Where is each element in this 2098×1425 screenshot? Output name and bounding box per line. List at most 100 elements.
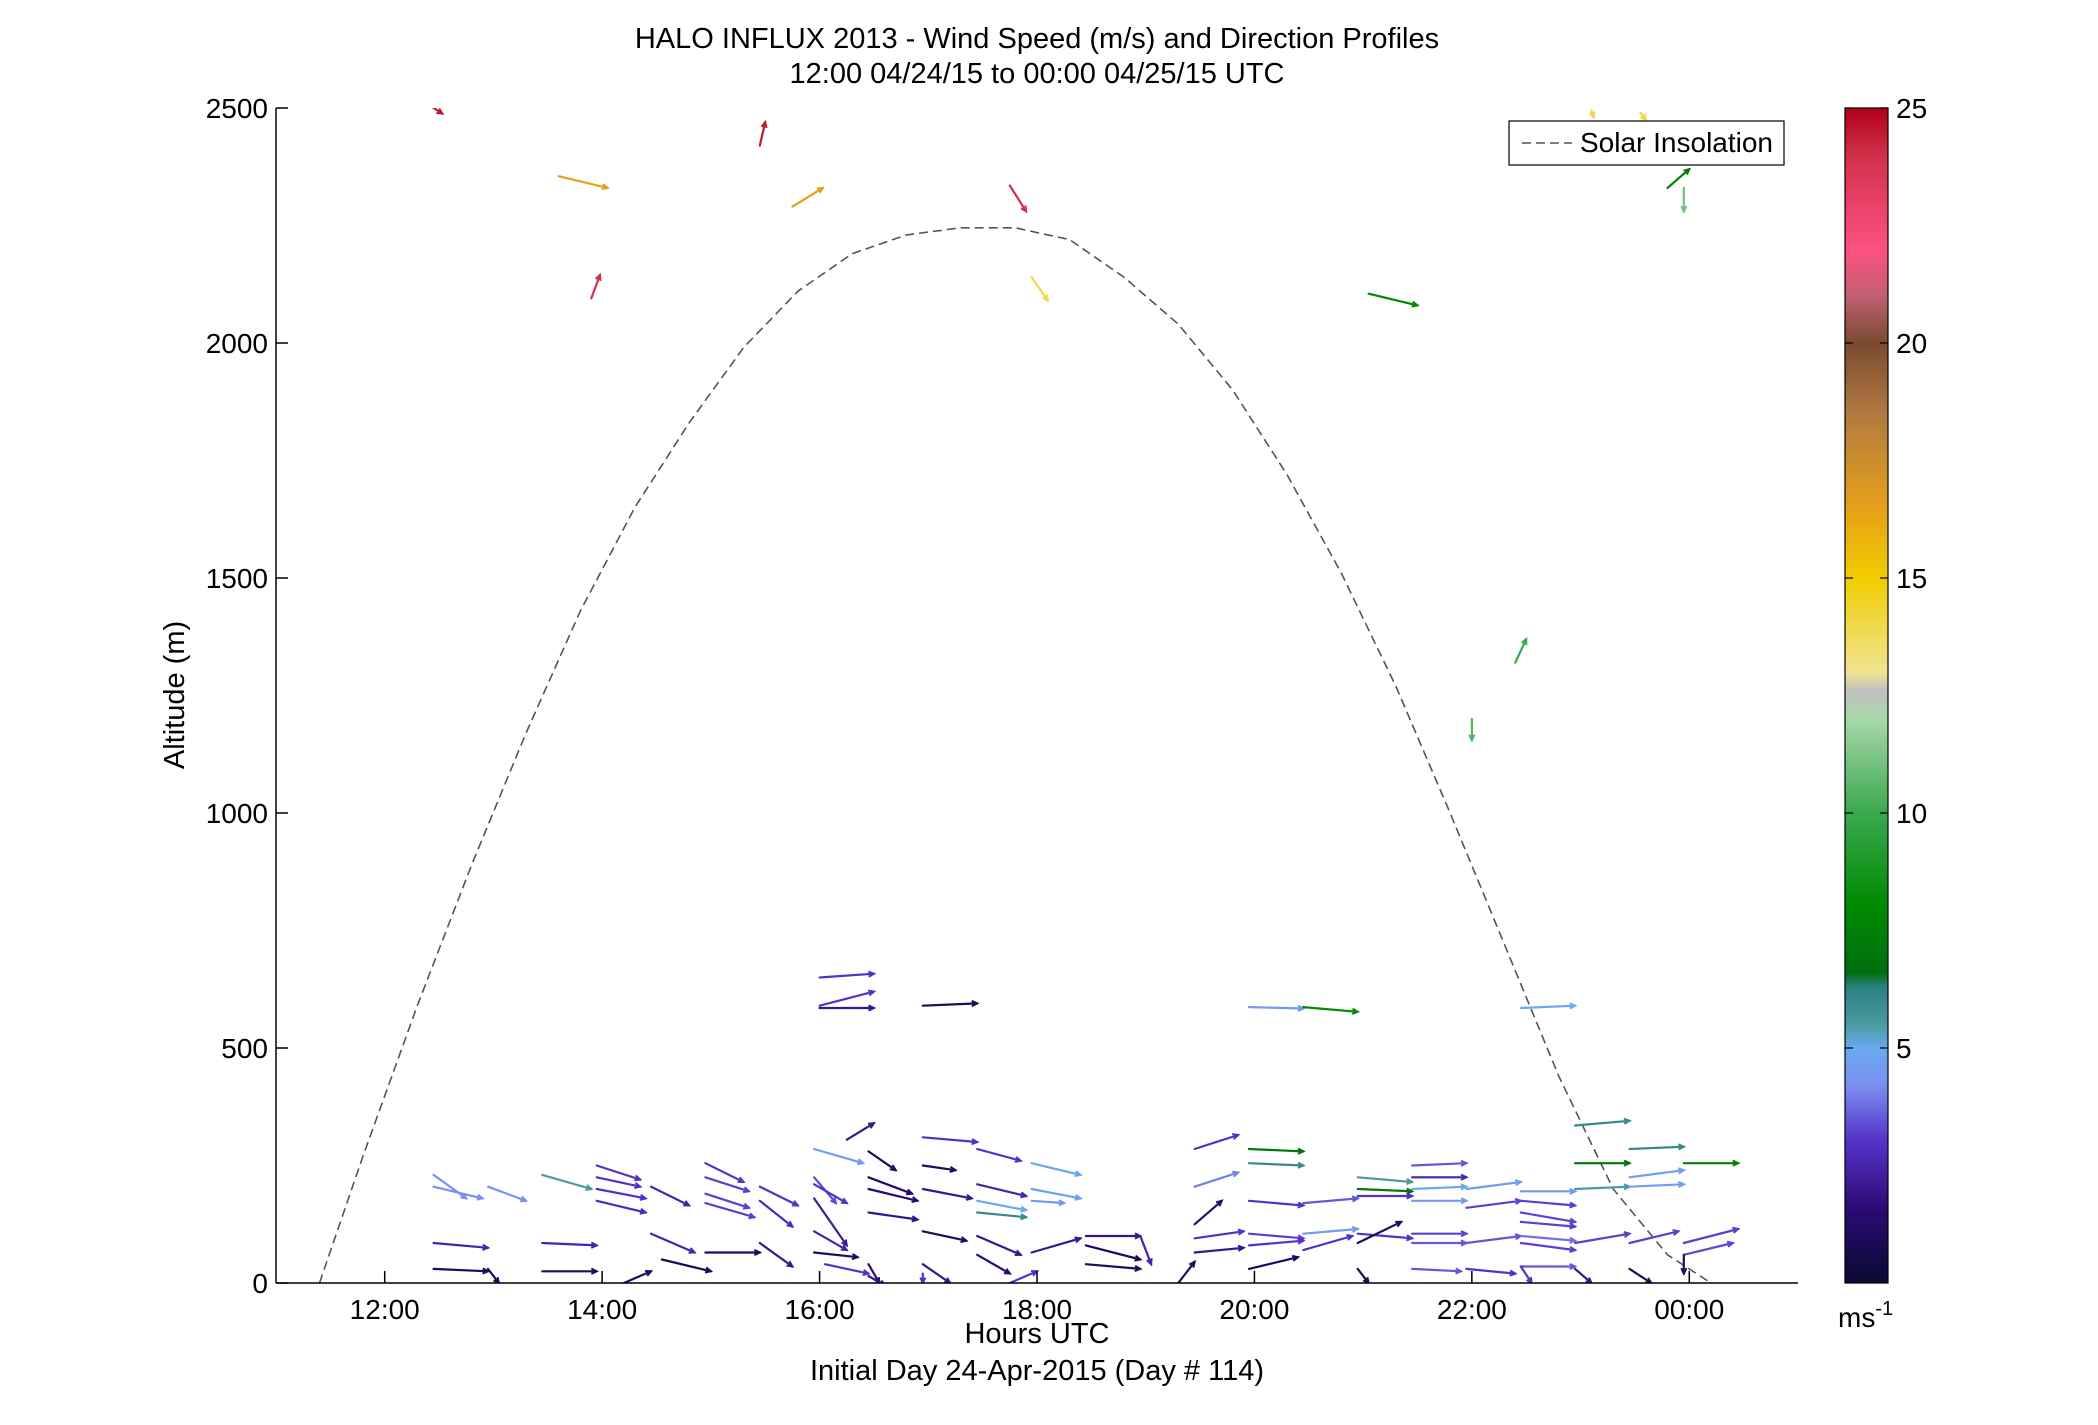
wind-arrow bbox=[1084, 1263, 1143, 1272]
colorbar-tick-label: 25 bbox=[1896, 93, 1927, 124]
wind-arrow bbox=[595, 1164, 643, 1182]
wind-arrow bbox=[541, 1267, 600, 1275]
wind-arrow bbox=[1639, 111, 1648, 122]
wind-arrow bbox=[622, 1269, 654, 1283]
wind-arrow bbox=[1666, 167, 1692, 189]
wind-arrow bbox=[812, 1251, 860, 1261]
wind-arrow bbox=[1247, 1161, 1306, 1169]
wind-arrow bbox=[432, 1185, 485, 1201]
wind-arrow bbox=[791, 186, 825, 208]
x-tick-label: 22:00 bbox=[1437, 1294, 1507, 1325]
wind-arrow bbox=[758, 1241, 795, 1268]
wind-arrow bbox=[1410, 1173, 1469, 1181]
wind-arrow bbox=[976, 1234, 1023, 1257]
y-tick-label: 0 bbox=[252, 1268, 268, 1299]
wind-arrow bbox=[649, 1185, 692, 1207]
wind-arrow bbox=[867, 1150, 898, 1172]
wind-arrow bbox=[919, 1272, 927, 1283]
y-tick-label: 1000 bbox=[206, 798, 268, 829]
legend-label-solar: Solar Insolation bbox=[1580, 127, 1773, 158]
wind-arrow bbox=[845, 1122, 876, 1141]
wind-arrow bbox=[704, 1201, 757, 1220]
colorbar-frame bbox=[1844, 107, 1889, 1284]
wind-arrow bbox=[486, 1267, 500, 1283]
wind-arrow bbox=[1367, 292, 1420, 308]
wind-arrow bbox=[1247, 1147, 1306, 1155]
wind-arrows bbox=[432, 108, 1741, 1283]
wind-arrow bbox=[1410, 1159, 1469, 1167]
y-tick-label: 500 bbox=[221, 1033, 268, 1064]
wind-arrow bbox=[1588, 109, 1596, 120]
wind-arrow bbox=[976, 1147, 1023, 1163]
wind-arrow bbox=[704, 1192, 752, 1210]
wind-arrow bbox=[1030, 1236, 1083, 1254]
wind-arrow bbox=[486, 1185, 529, 1203]
wind-arrow bbox=[1030, 1187, 1083, 1201]
wind-arrow bbox=[1519, 1265, 1533, 1283]
wind-arrow bbox=[1680, 186, 1688, 214]
wind-arrow bbox=[867, 1211, 920, 1223]
wind-arrow bbox=[1302, 1005, 1360, 1015]
wind-arrow bbox=[1356, 1232, 1415, 1242]
plot-area bbox=[276, 108, 1798, 1283]
wind-arrow bbox=[1356, 1176, 1415, 1186]
wind-arrow bbox=[921, 1230, 969, 1244]
wind-arrow bbox=[976, 1183, 1029, 1199]
x-axis-secondary-label: Initial Day 24-Apr-2015 (Day # 114) bbox=[810, 1355, 1264, 1387]
chart-title: HALO INFLUX 2013 - Wind Speed (m/s) and … bbox=[635, 23, 1439, 55]
wind-arrow bbox=[921, 1164, 958, 1173]
colorbar-tick-label: 15 bbox=[1896, 563, 1927, 594]
x-axis-label: Hours UTC bbox=[964, 1318, 1109, 1350]
wind-arrow bbox=[921, 1000, 980, 1008]
wind-arrow bbox=[1410, 1197, 1469, 1205]
wind-arrow bbox=[812, 1183, 849, 1205]
wind-arrow bbox=[590, 272, 602, 300]
wind-arrow bbox=[557, 175, 610, 191]
x-axis-ticks: 12:00 14:00 16:00 18:00 20:00 22:00 00:00 bbox=[350, 1271, 1724, 1325]
wind-arrow bbox=[1573, 1231, 1632, 1245]
wind-arrow bbox=[921, 1187, 975, 1201]
wind-arrow bbox=[1177, 1260, 1197, 1283]
wind-arrow bbox=[758, 1185, 800, 1207]
colorbar-unit-label: ms-1 bbox=[1838, 1298, 1893, 1333]
wind-arrow bbox=[1680, 1253, 1688, 1276]
wind-arrow bbox=[1356, 1267, 1370, 1283]
colorbar-tick-label: 20 bbox=[1896, 328, 1927, 359]
wind-arrow bbox=[1193, 1228, 1246, 1240]
wind-arrow bbox=[1519, 1199, 1578, 1209]
wind-arrow bbox=[1247, 1254, 1301, 1271]
wind-arrow bbox=[1628, 1167, 1687, 1179]
wind-arrow bbox=[1084, 1244, 1143, 1262]
wind-arrow bbox=[1356, 1187, 1415, 1195]
y-axis-label: Altitude (m) bbox=[159, 621, 191, 769]
wind-arrow bbox=[1193, 1133, 1241, 1151]
wind-arrow bbox=[1356, 1220, 1404, 1245]
wind-arrow bbox=[1682, 1159, 1741, 1167]
wind-arrow bbox=[1519, 1187, 1578, 1195]
colorbar-unit-sup: -1 bbox=[1875, 1298, 1893, 1320]
wind-arrow bbox=[1519, 1263, 1578, 1271]
wind-arrow bbox=[1193, 1199, 1224, 1226]
wind-arrow bbox=[1628, 1143, 1687, 1151]
wind-arrow bbox=[812, 1197, 849, 1248]
wind-arrow bbox=[595, 1199, 648, 1215]
wind-arrow bbox=[595, 1176, 643, 1190]
wind-arrow bbox=[1193, 1170, 1241, 1188]
wind-arrow bbox=[1468, 717, 1476, 743]
x-tick-label: 20:00 bbox=[1219, 1294, 1289, 1325]
wind-arrow bbox=[823, 1263, 871, 1276]
x-tick-label: 18:00 bbox=[1002, 1294, 1072, 1325]
wind-arrow bbox=[1682, 1240, 1736, 1256]
wind-arrow bbox=[1247, 1004, 1306, 1012]
wind-arrow bbox=[541, 1241, 600, 1249]
colorbar-tick-label: 10 bbox=[1896, 798, 1927, 829]
x-tick-label: 16:00 bbox=[785, 1294, 855, 1325]
wind-arrow bbox=[867, 1274, 885, 1283]
wind-arrow bbox=[1573, 1159, 1632, 1167]
wind-arrow bbox=[432, 1267, 491, 1275]
wind-arrow bbox=[976, 1253, 1012, 1275]
wind-arrow bbox=[1628, 1229, 1681, 1245]
wind-arrow bbox=[867, 1176, 915, 1196]
wind-arrow bbox=[1030, 276, 1050, 303]
y-tick-label: 2000 bbox=[206, 328, 268, 359]
